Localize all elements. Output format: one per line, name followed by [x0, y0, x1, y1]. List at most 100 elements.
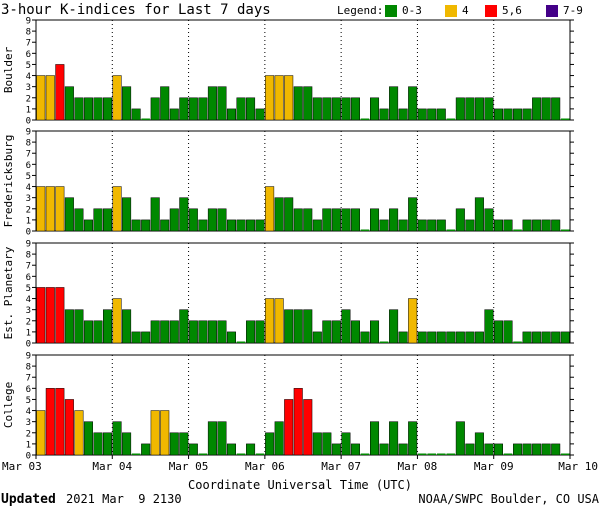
k-index-bar — [274, 421, 284, 456]
k-index-bar — [236, 97, 246, 121]
k-index-bar — [217, 320, 227, 344]
k-index-bar — [64, 309, 74, 344]
y-tick-label: 4 — [26, 407, 31, 417]
k-index-bar — [207, 208, 217, 232]
k-index-bar — [322, 320, 332, 344]
k-index-bar — [532, 97, 542, 121]
y-tick-label: 5 — [26, 61, 31, 71]
k-index-bar — [484, 309, 494, 344]
k-index-bar — [427, 108, 437, 121]
k-index-bar — [36, 410, 46, 456]
k-index-bar — [436, 331, 446, 344]
k-index-bar — [45, 388, 55, 456]
k-index-bar — [503, 108, 513, 121]
k-index-bar — [150, 320, 160, 344]
panel-label: College — [2, 382, 15, 428]
k-index-bar — [493, 443, 504, 456]
k-index-bar — [226, 443, 236, 456]
k-index-bar — [513, 108, 523, 121]
k-index-bar — [446, 331, 456, 344]
k-index-bar — [160, 219, 170, 232]
k-index-bar — [474, 197, 484, 232]
k-index-bar — [83, 219, 93, 232]
k-index-bar — [36, 186, 46, 232]
panel-label: Est. Planetary — [2, 246, 15, 339]
k-index-bar — [74, 309, 84, 344]
k-index-bar — [131, 108, 141, 121]
updated-value: 2021 Mar 9 2130 — [66, 492, 182, 506]
k-index-bar — [436, 219, 446, 232]
k-index-bar — [265, 186, 275, 232]
k-index-bar — [169, 208, 179, 232]
k-index-bar — [112, 186, 122, 232]
legend-swatch-5-6 — [485, 5, 497, 17]
y-tick-label: 3 — [26, 418, 31, 428]
k-index-bar — [303, 208, 313, 232]
k-index-bar — [551, 331, 561, 344]
k-index-bar — [560, 229, 570, 231]
y-tick-label: 7 — [26, 150, 31, 160]
k-index-bar — [103, 309, 113, 344]
k-index-bar — [532, 331, 542, 344]
k-index-bar — [112, 298, 122, 344]
k-index-bar — [493, 108, 504, 121]
k-index-bar — [379, 219, 389, 232]
k-index-bar — [370, 421, 380, 456]
k-index-bar — [293, 208, 303, 232]
y-tick-label: 5 — [26, 396, 31, 406]
k-index-bar — [83, 320, 93, 344]
k-index-bar — [255, 320, 265, 344]
k-index-bar — [532, 443, 542, 456]
k-index-bar — [36, 75, 46, 121]
k-index-bar — [484, 97, 494, 121]
k-index-bar — [284, 399, 294, 456]
y-tick-label: 1 — [26, 440, 31, 450]
k-index-bar — [360, 118, 370, 120]
k-index-bar — [160, 86, 170, 121]
k-index-bar — [331, 320, 341, 344]
k-index-bar — [417, 219, 427, 232]
k-index-bar — [122, 432, 132, 456]
k-index-bar — [255, 453, 265, 455]
k-index-bar — [503, 320, 513, 344]
k-index-bar — [465, 219, 475, 232]
k-index-bar — [207, 421, 217, 456]
k-index-bar — [484, 208, 494, 232]
k-index-bar — [503, 453, 513, 455]
x-tick-label: Mar 06 — [245, 460, 285, 473]
y-tick-label: 4 — [26, 183, 31, 193]
k-index-bar — [541, 219, 551, 232]
x-tick-label: Mar 07 — [321, 460, 361, 473]
k-index-bar — [64, 399, 74, 456]
legend-text-4: 4 — [462, 4, 469, 17]
k-index-bar — [131, 331, 141, 344]
k-index-bar — [83, 97, 93, 121]
k-index-bar — [474, 97, 484, 121]
k-index-bar — [55, 186, 65, 232]
k-index-bar — [551, 443, 561, 456]
y-tick-label: 0 — [26, 452, 31, 462]
k-index-bar — [93, 320, 103, 344]
k-index-bar — [370, 208, 380, 232]
k-index-bar — [341, 432, 351, 456]
k-index-bar — [93, 97, 103, 121]
k-index-bar — [370, 97, 380, 121]
k-index-bar — [64, 197, 74, 232]
y-tick-label: 3 — [26, 194, 31, 204]
x-tick-label: Mar 09 — [474, 460, 514, 473]
k-index-bar — [207, 86, 217, 121]
k-index-bar — [350, 97, 360, 121]
k-index-bar — [560, 331, 570, 344]
k-index-bar — [513, 341, 522, 343]
k-index-bar — [112, 421, 122, 456]
k-index-bar — [446, 229, 456, 231]
y-tick-label: 3 — [26, 83, 31, 93]
k-index-bar — [131, 453, 141, 455]
k-index-bar — [522, 331, 532, 344]
k-index-bar — [207, 320, 217, 344]
y-tick-label: 7 — [26, 262, 31, 272]
chart-title: 3-hour K-indices for Last 7 days — [1, 2, 271, 18]
y-tick-label: 9 — [26, 17, 31, 27]
y-tick-label: 6 — [26, 273, 31, 283]
k-index-bar — [541, 331, 551, 344]
